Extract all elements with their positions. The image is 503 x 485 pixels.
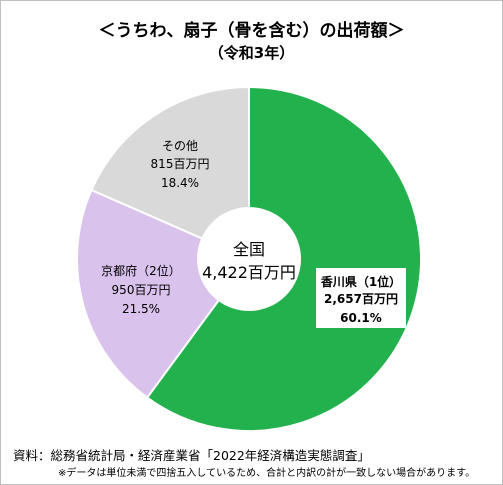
source-text: 資料：総務省統計局・経済産業省「2022年経済構造実態調査」: [13, 448, 370, 463]
kyoto-label-value: 950百万円: [112, 283, 171, 297]
other-label-percent: 18.4%: [161, 176, 199, 190]
center-label-region: 全国: [233, 240, 265, 259]
other-label-name: その他: [162, 139, 198, 153]
other-label-value: 815百万円: [151, 157, 210, 171]
kagawa-label-percent: 60.1%: [340, 311, 382, 325]
kagawa-label-name: 香川県（1位）: [320, 274, 401, 289]
slice-other: [90, 85, 250, 261]
kagawa-label-box: [316, 268, 406, 328]
footnote-text: ※データは単位未満で四捨五入しているため、合計と内訳の計が一致しない場合がありま…: [58, 468, 476, 479]
center-hole: [197, 207, 301, 311]
chart-subtitle: （令和3年）: [208, 44, 295, 62]
kyoto-label-percent: 21.5%: [122, 302, 160, 316]
kyoto-label-name: 京都府（2位）: [101, 263, 181, 278]
center-label-total: 4,422百万円: [202, 263, 296, 282]
chart-title: ＜うちわ、扇子（骨を含む）の出荷額＞: [98, 21, 405, 41]
kagawa-label-value: 2,657百万円: [324, 292, 398, 306]
